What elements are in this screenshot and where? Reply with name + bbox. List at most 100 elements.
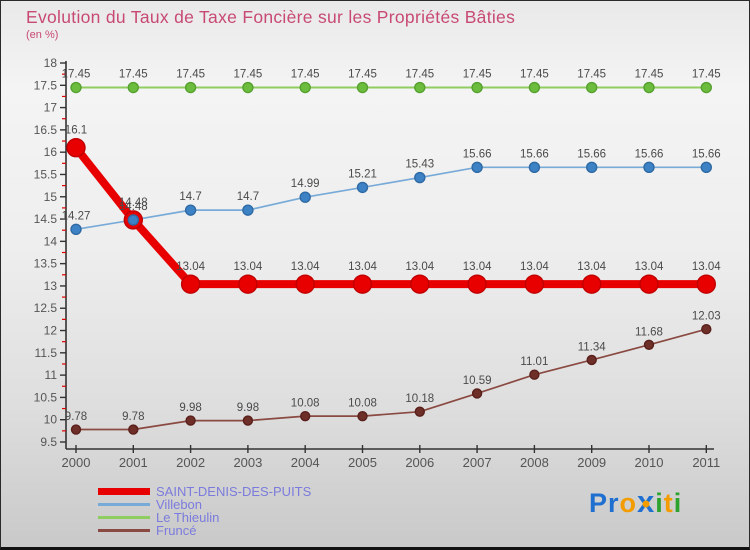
data-point-le-thieulin <box>70 81 82 94</box>
y-tick-label: 14.5 <box>34 212 58 226</box>
data-label-frunc: 10.08 <box>348 398 377 410</box>
data-label-frunc: 9.78 <box>122 411 144 423</box>
data-point-le-thieulin <box>414 81 426 94</box>
legend-item-le-thieulin: Le Thieulin <box>98 511 311 524</box>
legend-label-frunc: Fruncé <box>156 522 197 538</box>
x-tick-label: 2001 <box>119 455 148 470</box>
data-label-saint-denis-des-puits: 13.04 <box>176 261 205 273</box>
data-point-le-thieulin <box>127 81 140 94</box>
logo-letter: o <box>619 488 638 518</box>
data-point-le-thieulin <box>586 81 598 94</box>
data-label-saint-denis-des-puits: 13.04 <box>520 261 549 273</box>
data-label-le-thieulin: 17.45 <box>520 69 549 81</box>
data-label-villebon: 15.66 <box>520 148 549 160</box>
page-subtitle: (en %) <box>26 29 59 41</box>
data-label-frunc: 10.08 <box>291 398 320 410</box>
data-point-villebon <box>184 204 197 216</box>
data-label-saint-denis-des-puits: 13.04 <box>463 261 492 273</box>
data-point-le-thieulin <box>299 81 311 94</box>
x-tick-label: 2000 <box>62 455 91 470</box>
series-line-frunc <box>76 328 707 431</box>
x-tick-label: 2007 <box>463 455 492 470</box>
proxiti-logo: Proxiti <box>589 485 682 520</box>
data-label-villebon: 15.43 <box>405 159 434 171</box>
data-label-le-thieulin: 17.45 <box>234 69 263 81</box>
data-label-saint-denis-des-puits: 16.1 <box>65 125 87 137</box>
data-label-le-thieulin: 17.45 <box>119 69 148 81</box>
logo-x-icon: x <box>637 485 655 519</box>
data-label-villebon: 15.21 <box>348 168 377 180</box>
data-label-frunc: 9.98 <box>179 402 201 414</box>
data-label-villebon: 15.66 <box>577 148 606 160</box>
data-point-villebon <box>700 161 712 174</box>
x-tick-label: 2003 <box>233 455 262 470</box>
chart-legend: SAINT-DENIS-DES-PUITS Villebon Le Thieulin… <box>98 485 311 537</box>
y-tick-label: 10.5 <box>34 390 58 404</box>
data-point-frunc <box>128 424 139 435</box>
data-label-saint-denis-des-puits: 13.04 <box>577 261 606 273</box>
data-label-frunc: 11.68 <box>635 326 663 338</box>
y-tick-label: 12 <box>44 324 58 338</box>
data-label-le-thieulin: 17.45 <box>348 69 377 81</box>
y-tick-label: 11.5 <box>35 346 58 360</box>
x-tick-label: 2011 <box>692 455 720 470</box>
data-label-le-thieulin: 17.45 <box>577 69 606 81</box>
data-point-le-thieulin <box>356 81 369 94</box>
x-tick-label: 2010 <box>635 455 664 470</box>
data-point-saint-denis-des-puits <box>696 274 716 294</box>
page-title: Evolution du Taux de Taxe Foncière sur l… <box>26 7 516 27</box>
x-tick-label: 2005 <box>348 455 377 470</box>
data-label-le-thieulin: 17.45 <box>291 69 320 81</box>
data-label-villebon: 14.48 <box>119 201 148 213</box>
legend-item-saint-denis-des-puits: SAINT-DENIS-DES-PUITS <box>98 485 311 498</box>
data-label-le-thieulin: 17.45 <box>405 69 434 81</box>
logo-letter: i <box>655 488 664 518</box>
data-label-villebon: 15.66 <box>692 148 721 160</box>
y-tick-label: 17 <box>44 101 58 115</box>
data-label-frunc: 10.18 <box>405 393 434 405</box>
data-point-saint-denis-des-puits <box>467 274 487 294</box>
data-label-saint-denis-des-puits: 13.04 <box>348 261 377 273</box>
series-line-villebon <box>75 166 707 231</box>
data-point-villebon <box>299 191 311 203</box>
data-point-frunc <box>701 323 712 335</box>
data-point-frunc <box>414 406 425 417</box>
data-point-saint-denis-des-puits <box>352 274 373 294</box>
legend-swatch-frunc <box>98 529 150 532</box>
y-tick-label: 18 <box>44 56 58 70</box>
y-tick-label: 10 <box>44 413 58 427</box>
legend-swatch-villebon <box>98 503 150 506</box>
data-label-frunc: 12.03 <box>692 311 721 323</box>
data-label-le-thieulin: 17.45 <box>692 69 721 81</box>
data-point-frunc <box>185 415 196 426</box>
data-label-villebon: 14.99 <box>291 178 320 190</box>
data-point-villebon <box>414 171 426 184</box>
x-tick-label: 2004 <box>291 455 320 470</box>
y-tick-label: 12.5 <box>34 301 58 315</box>
legend-swatch-saint-denis-des-puits <box>98 488 150 495</box>
y-tick-label: 9.5 <box>40 435 57 449</box>
y-tick-label: 16.5 <box>34 123 58 137</box>
data-point-villebon <box>127 214 140 226</box>
data-label-saint-denis-des-puits: 13.04 <box>405 261 434 273</box>
data-point-villebon <box>242 204 254 216</box>
data-label-villebon: 15.66 <box>463 148 492 160</box>
legend-label-le-thieulin: Le Thieulin <box>156 509 220 525</box>
x-tick-label: 2002 <box>176 455 205 470</box>
line-chart: 9.5 10 10.5 11 11.5 12 12.5 13 13.5 14 14.5 15 15.5 1… <box>34 56 722 470</box>
data-label-frunc: 10.59 <box>463 375 492 387</box>
y-tick-label: 16 <box>44 145 58 159</box>
data-label-villebon: 14.27 <box>62 210 91 222</box>
y-tick-label: 11 <box>45 368 58 382</box>
y-tick-label: 13.5 <box>34 257 58 271</box>
data-point-frunc <box>586 354 597 366</box>
data-point-saint-denis-des-puits <box>295 274 315 294</box>
data-point-villebon <box>586 161 598 174</box>
logo-letter: r <box>608 488 620 518</box>
legend-item-frunc: Fruncé <box>98 524 311 537</box>
data-point-le-thieulin <box>242 81 254 94</box>
data-label-saint-denis-des-puits: 13.04 <box>291 261 320 273</box>
data-label-villebon: 14.7 <box>237 191 259 203</box>
y-tick-label: 14 <box>44 234 58 248</box>
data-point-le-thieulin <box>700 81 712 94</box>
